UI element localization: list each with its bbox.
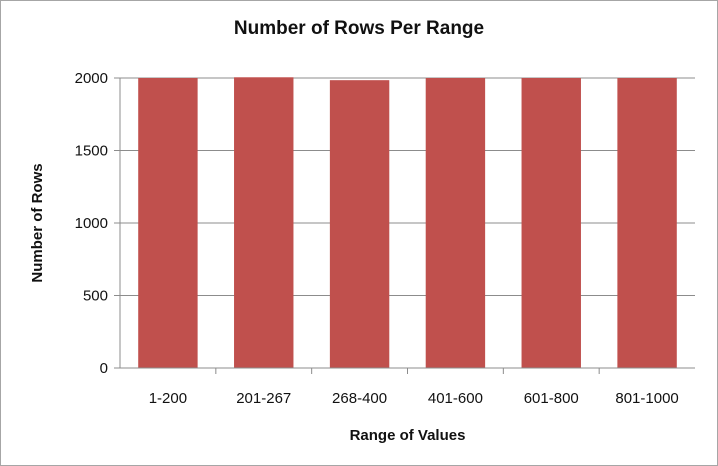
x-tick-label: 268-400 [332, 390, 387, 407]
y-tick-label: 0 [100, 360, 108, 377]
gridlines [120, 77, 695, 296]
bar-201-267 [234, 77, 294, 369]
y-tick-label: 500 [83, 288, 108, 305]
x-tick-labels: 1-200 201-267 268-400 401-600 601-800 801-100… [149, 390, 679, 407]
chart-title: Number of Rows Per Range [233, 18, 485, 39]
x-tick-label: 1-200 [149, 390, 187, 407]
bar-801-1000 [617, 78, 677, 368]
x-axis-title: Range of Values [350, 427, 466, 444]
bar-1-200 [138, 78, 198, 368]
axes [114, 77, 695, 374]
y-tick-label: 1500 [75, 143, 108, 160]
x-tick-label: 601-800 [524, 390, 579, 407]
y-axis-title: Number of Rows [29, 163, 46, 282]
bar-268-400 [329, 80, 390, 369]
y-tick-label: 1000 [75, 215, 108, 232]
bar-601-800 [521, 78, 581, 368]
x-tick-label: 401-600 [428, 390, 483, 407]
y-tick-label: 2000 [75, 70, 108, 87]
x-tick-label: 201-267 [236, 390, 291, 407]
y-tick-labels: 0 500 1000 1500 2000 [75, 70, 108, 377]
bars [138, 77, 677, 369]
x-tick-label: 801-1000 [615, 390, 678, 407]
bar-401-600 [425, 78, 486, 368]
